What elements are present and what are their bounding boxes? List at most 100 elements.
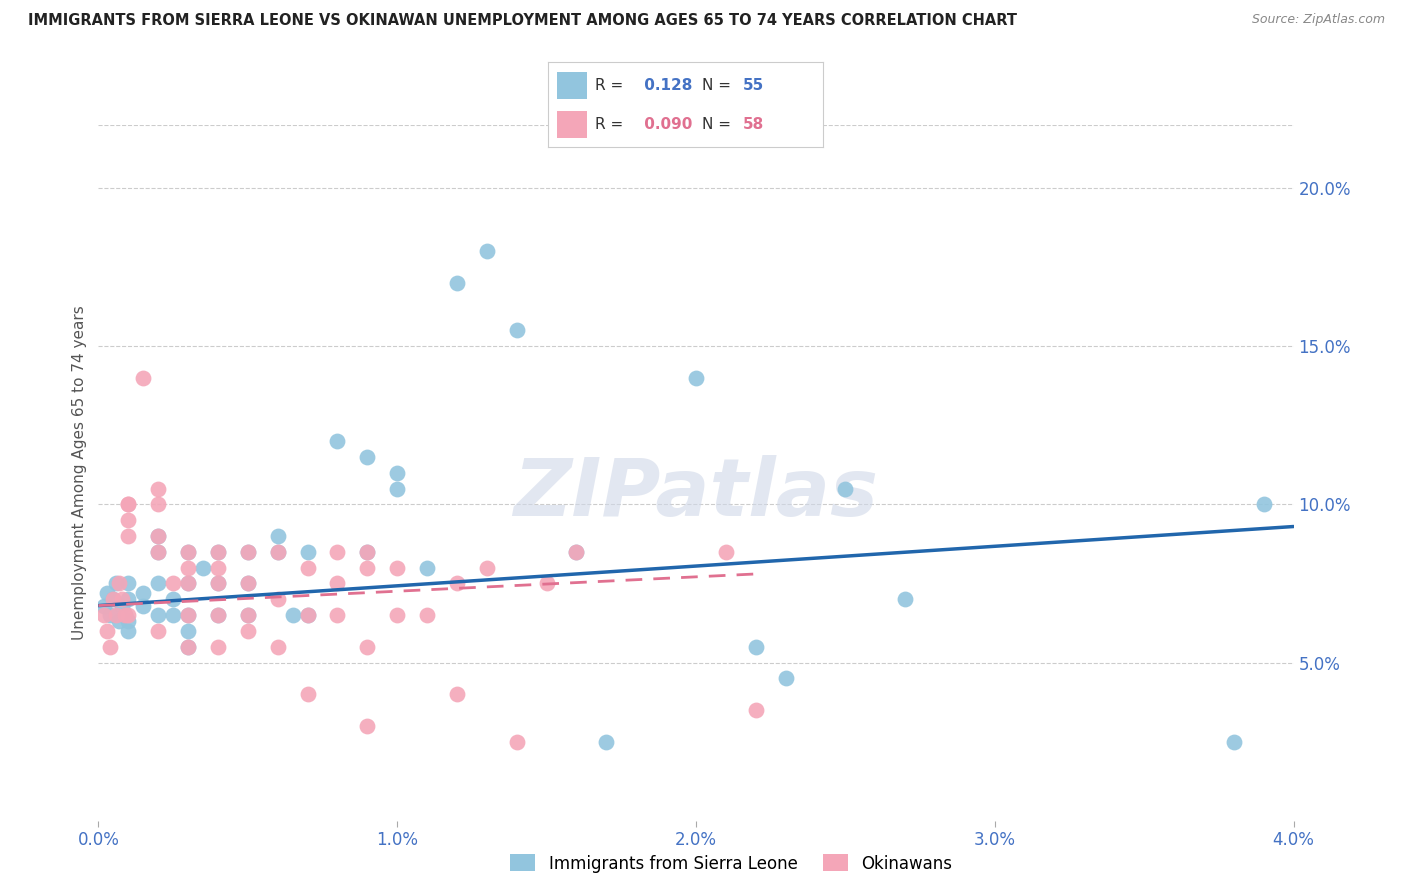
Point: [177, 640, 200, 654]
Point: [148, 545, 170, 559]
Point: [595, 734, 617, 748]
Point: [356, 560, 378, 574]
Point: [236, 624, 259, 638]
Point: [191, 560, 214, 574]
Point: [236, 608, 259, 623]
Point: [356, 450, 378, 464]
Point: [834, 482, 856, 496]
Point: [236, 608, 259, 623]
Point: [162, 576, 184, 591]
Point: [177, 608, 200, 623]
Point: [775, 671, 797, 685]
Point: [207, 608, 229, 623]
Point: [236, 576, 259, 591]
Point: [475, 560, 498, 574]
Point: [267, 592, 290, 607]
Text: 0.128: 0.128: [638, 78, 692, 93]
Point: [177, 624, 200, 638]
Text: ZIPatlas: ZIPatlas: [513, 455, 879, 533]
Point: [108, 615, 131, 629]
Point: [207, 545, 229, 559]
Point: [1253, 497, 1275, 511]
Point: [356, 640, 378, 654]
Point: [236, 545, 259, 559]
Point: [177, 545, 200, 559]
Point: [177, 640, 200, 654]
Point: [177, 560, 200, 574]
Point: [105, 608, 128, 623]
Point: [356, 545, 378, 559]
Text: 58: 58: [742, 117, 765, 132]
Point: [565, 545, 588, 559]
Point: [506, 323, 529, 337]
Point: [326, 608, 349, 623]
Point: [117, 513, 139, 527]
Point: [98, 608, 122, 623]
Point: [103, 592, 125, 607]
Point: [117, 608, 139, 623]
Point: [385, 560, 409, 574]
Point: [281, 608, 304, 623]
Point: [565, 545, 588, 559]
Point: [267, 545, 290, 559]
Point: [207, 640, 229, 654]
Point: [446, 576, 468, 591]
Bar: [557, 71, 586, 99]
Point: [117, 497, 139, 511]
Point: [207, 576, 229, 591]
Point: [326, 545, 349, 559]
Point: [162, 592, 184, 607]
Point: [148, 608, 170, 623]
Point: [117, 624, 139, 638]
Point: [207, 608, 229, 623]
Text: R =: R =: [595, 117, 628, 132]
Point: [267, 640, 290, 654]
Point: [117, 592, 139, 607]
Point: [356, 719, 378, 733]
Point: [297, 560, 319, 574]
Point: [177, 545, 200, 559]
Point: [132, 599, 155, 613]
Bar: [557, 111, 586, 138]
Point: [132, 371, 155, 385]
Point: [96, 624, 118, 638]
Point: [111, 592, 134, 607]
Point: [177, 576, 200, 591]
Point: [297, 545, 319, 559]
Text: 55: 55: [742, 78, 765, 93]
Point: [385, 482, 409, 496]
Point: [111, 599, 134, 613]
Point: [536, 576, 558, 591]
Point: [894, 592, 917, 607]
Point: [93, 608, 115, 623]
Point: [148, 576, 170, 591]
Point: [105, 576, 128, 591]
Point: [506, 734, 529, 748]
Point: [356, 545, 378, 559]
Point: [108, 576, 131, 591]
Point: [297, 608, 319, 623]
Point: [385, 466, 409, 480]
Text: N =: N =: [702, 78, 735, 93]
Point: [207, 560, 229, 574]
Point: [385, 608, 409, 623]
Point: [148, 497, 170, 511]
Point: [177, 576, 200, 591]
Point: [148, 529, 170, 543]
Point: [114, 608, 136, 623]
Point: [745, 703, 768, 717]
Point: [93, 599, 115, 613]
Point: [267, 529, 290, 543]
Point: [714, 545, 737, 559]
Point: [1222, 734, 1246, 748]
Point: [103, 592, 125, 607]
Point: [326, 434, 349, 449]
Point: [117, 576, 139, 591]
Text: N =: N =: [702, 117, 735, 132]
Text: IMMIGRANTS FROM SIERRA LEONE VS OKINAWAN UNEMPLOYMENT AMONG AGES 65 TO 74 YEARS : IMMIGRANTS FROM SIERRA LEONE VS OKINAWAN…: [28, 13, 1017, 29]
Point: [148, 529, 170, 543]
Point: [416, 608, 439, 623]
Point: [475, 244, 498, 259]
Point: [446, 687, 468, 701]
Point: [96, 586, 118, 600]
